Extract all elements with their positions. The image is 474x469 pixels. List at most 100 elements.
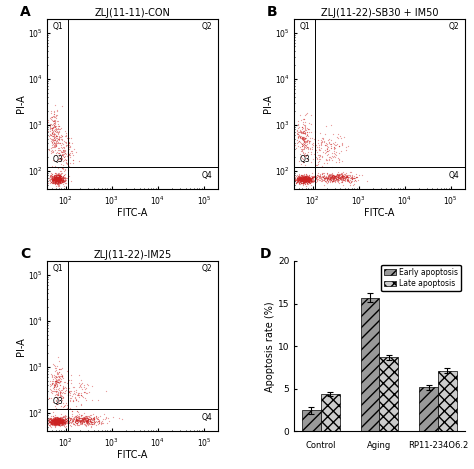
Point — [52, 421, 60, 429]
Point — [328, 177, 336, 184]
Point — [51, 416, 59, 424]
Point — [300, 173, 307, 180]
Point — [52, 415, 60, 423]
Point — [293, 177, 301, 184]
Point — [118, 416, 126, 423]
Point — [51, 417, 58, 425]
Point — [336, 175, 344, 182]
Point — [55, 176, 63, 183]
Point — [56, 176, 64, 183]
Point — [56, 174, 64, 182]
Point — [48, 416, 56, 424]
Point — [300, 175, 308, 182]
Point — [54, 420, 61, 427]
Point — [50, 419, 57, 427]
Point — [77, 415, 85, 422]
Point — [339, 174, 347, 182]
Point — [46, 418, 53, 425]
Point — [301, 174, 308, 181]
Point — [76, 381, 84, 388]
Point — [45, 419, 52, 426]
Point — [49, 387, 57, 394]
Point — [76, 420, 84, 428]
Point — [53, 416, 61, 424]
Point — [309, 141, 316, 148]
Point — [52, 421, 59, 429]
Point — [58, 419, 65, 427]
Point — [302, 172, 310, 180]
Point — [322, 177, 329, 184]
Point — [308, 174, 316, 182]
Point — [321, 174, 328, 182]
Point — [327, 174, 334, 182]
Point — [314, 136, 322, 144]
Point — [59, 174, 67, 182]
Point — [51, 180, 59, 188]
Point — [300, 174, 308, 182]
Point — [53, 175, 60, 183]
Point — [300, 174, 307, 182]
Point — [293, 177, 301, 185]
Point — [55, 174, 63, 182]
Point — [51, 175, 59, 183]
Point — [71, 414, 78, 421]
Point — [52, 174, 60, 182]
Point — [54, 177, 62, 184]
Point — [298, 174, 306, 182]
Point — [343, 173, 351, 180]
Point — [52, 178, 60, 186]
Point — [56, 417, 64, 425]
Point — [62, 179, 70, 187]
Point — [300, 133, 308, 141]
Point — [54, 419, 61, 427]
Point — [55, 418, 63, 425]
Point — [304, 179, 311, 187]
Point — [302, 176, 310, 183]
Point — [314, 173, 321, 180]
Point — [61, 127, 69, 135]
Point — [45, 394, 53, 402]
Point — [54, 415, 61, 422]
Point — [59, 420, 66, 428]
Point — [303, 137, 311, 145]
Point — [299, 179, 307, 187]
Point — [45, 414, 52, 422]
Point — [52, 414, 60, 421]
Point — [91, 416, 98, 423]
Point — [53, 416, 60, 424]
Point — [308, 177, 315, 184]
Point — [91, 414, 98, 421]
Point — [55, 136, 63, 143]
Point — [331, 172, 339, 180]
Point — [55, 174, 62, 181]
Point — [316, 147, 323, 154]
Point — [53, 419, 60, 427]
Point — [52, 388, 59, 395]
Point — [324, 173, 332, 180]
Point — [298, 174, 305, 182]
Point — [343, 177, 351, 184]
Point — [49, 129, 56, 137]
Point — [59, 415, 67, 423]
Point — [54, 382, 61, 390]
Point — [54, 175, 62, 182]
Point — [56, 157, 64, 165]
Point — [69, 390, 77, 398]
Point — [59, 418, 66, 426]
Point — [49, 174, 56, 182]
Point — [300, 176, 307, 183]
Point — [83, 415, 91, 422]
Point — [80, 416, 87, 423]
Point — [48, 176, 56, 183]
Point — [51, 175, 58, 183]
Point — [47, 418, 55, 426]
Point — [51, 122, 58, 130]
Point — [297, 175, 305, 183]
Point — [59, 139, 66, 146]
Point — [56, 177, 64, 184]
Point — [303, 176, 310, 183]
Point — [46, 420, 54, 428]
Point — [295, 129, 302, 136]
Point — [55, 421, 62, 428]
Point — [92, 421, 100, 429]
